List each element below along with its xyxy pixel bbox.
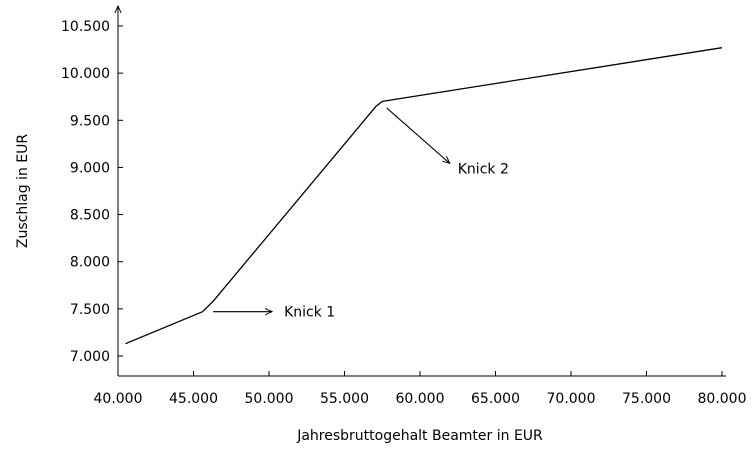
- x-tick-label: 80.000: [698, 391, 747, 407]
- y-tick-label: 9.000: [70, 160, 110, 176]
- y-tick-label: 7.500: [70, 302, 110, 318]
- y-tick-label: 9.500: [70, 113, 110, 129]
- x-tick-label: 40.000: [94, 391, 143, 407]
- axes: 7.000 7.500 8.000 8.500 9.000 9.500 10.000 10.5…: [61, 6, 747, 407]
- y-tick-label: 10.000: [61, 66, 110, 82]
- x-tick-label: 65.000: [471, 391, 520, 407]
- x-tick-label: 60.000: [396, 391, 445, 407]
- x-tick-label: 55.000: [320, 391, 369, 407]
- y-tick-label: 10.500: [61, 19, 110, 35]
- x-tick-label: 45.000: [169, 391, 218, 407]
- annotation-label: Knick 1: [284, 305, 335, 321]
- y-tick-label: 7.000: [70, 349, 110, 365]
- x-tick-label: 75.000: [622, 391, 671, 407]
- y-tick-label: 8.500: [70, 208, 110, 224]
- x-tick-label: 70.000: [547, 391, 596, 407]
- x-tick-label: 50.000: [245, 391, 294, 407]
- y-axis-title: Zuschlag in EUR: [15, 134, 31, 248]
- annotation-arrow: [386, 107, 450, 163]
- series-layer: [125, 47, 723, 345]
- y-tick-label: 8.000: [70, 255, 110, 271]
- annotation-label: Knick 2: [458, 161, 509, 177]
- series-line: [125, 47, 723, 345]
- annotations: Knick 1 Knick 2: [213, 107, 509, 321]
- x-axis-title: Jahresbruttogehalt Beamter in EUR: [296, 428, 543, 444]
